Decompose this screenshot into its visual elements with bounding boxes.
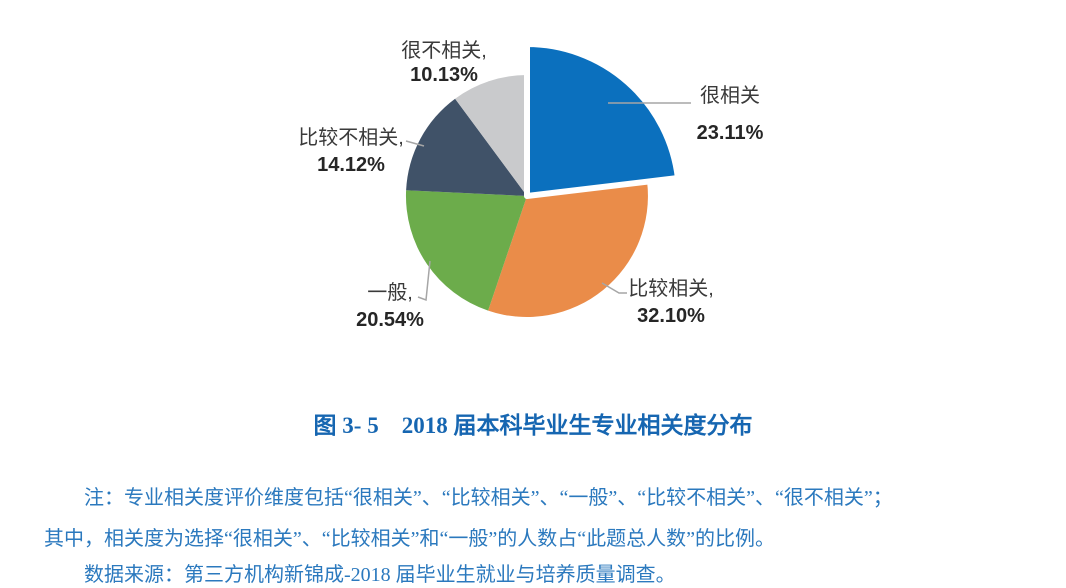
slice-label-very-irrelevant: 很不相关, 10.13%: [386, 39, 502, 87]
slice-label-very-relevant-value: 23.11%: [696, 122, 764, 144]
pie-slices: [405, 41, 681, 318]
leader-line-average: [417, 260, 431, 302]
slice-label-rather-relevant-value: 32.10%: [637, 305, 705, 327]
pie-slice-very-irrelevant: [455, 75, 527, 196]
pie-slice-average: [405, 190, 527, 311]
slice-label-rather-relevant-name: 比较相关,: [628, 278, 714, 300]
slice-label-very-relevant-name: 很相关: [700, 85, 760, 107]
note-line-2: 其中，相关度为选择“很相关”、“比较相关”和“一般”的人数占“此题总人数”的比例…: [44, 528, 776, 550]
pie-slice-rather-relevant: [488, 181, 648, 318]
slice-label-very-relevant: 很相关 23.11%: [665, 84, 795, 145]
slice-label-average: 一般, 20.54%: [328, 281, 452, 332]
slice-label-average-name: 一般,: [367, 282, 413, 304]
slice-label-rather-irrelevant: 比较不相关, 14.12%: [289, 126, 413, 177]
note-line-3: 数据来源：第三方机构新锦成-2018 届毕业生就业与培养质量调查。: [84, 564, 676, 586]
note-line-1: 注：专业相关度评价维度包括“很相关”、“比较相关”、“一般”、“比较不相关”、“…: [84, 487, 893, 509]
slice-label-average-value: 20.54%: [356, 309, 424, 331]
pie-slice-rather-irrelevant: [406, 98, 527, 196]
slice-label-very-irrelevant-value: 10.13%: [410, 64, 478, 86]
slice-label-very-irrelevant-name: 很不相关,: [401, 40, 487, 62]
leader-lines: [405, 102, 691, 302]
slice-label-rather-irrelevant-value: 14.12%: [317, 154, 385, 176]
slice-label-rather-irrelevant-name: 比较不相关,: [298, 127, 404, 149]
leader-line-rather-relevant: [601, 282, 627, 294]
slice-label-rather-relevant: 比较相关, 32.10%: [609, 277, 733, 328]
pie-slice-very-relevant: [524, 41, 681, 199]
leader-line-rather-irrelevant: [405, 140, 425, 147]
figure-caption: 图 3- 5 2018 届本科毕业生专业相关度分布: [313, 413, 753, 438]
